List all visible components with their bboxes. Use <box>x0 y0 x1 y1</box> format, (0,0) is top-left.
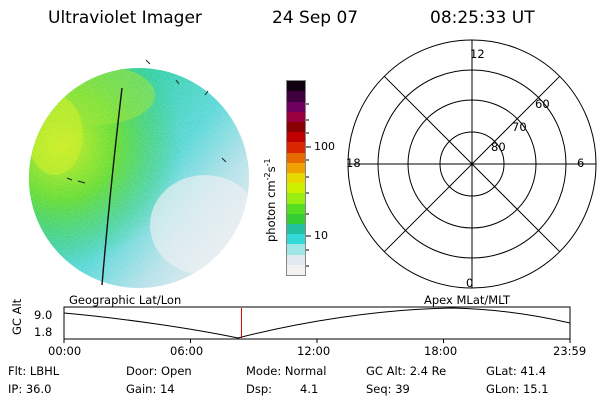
info-glat: GLat: 41.4 <box>486 364 547 378</box>
meridian-line <box>101 87 123 286</box>
timeline-xtick-4: 23:59 <box>553 344 587 358</box>
colorbar-tick-100: 100 <box>314 140 335 153</box>
timeline-y-bottom: 1.8 <box>34 325 53 339</box>
colorbar-tick-10: 10 <box>314 229 328 242</box>
colorbar-segment <box>287 81 305 92</box>
timeline-xtick-2: 12:00 <box>297 344 331 358</box>
colorbar-segment <box>287 234 305 245</box>
info-ip: IP: 36.0 <box>8 382 52 396</box>
colorbar-segment <box>287 264 305 275</box>
colorbar-segment <box>287 132 305 143</box>
info-dsp-label: Dsp: <box>246 382 273 396</box>
info-seq: Seq: 39 <box>366 382 410 396</box>
timeline-left-title: Geographic Lat/Lon <box>69 293 182 307</box>
colorbar-segment <box>287 121 305 133</box>
colorbar-segment <box>287 213 305 224</box>
app-title: Ultraviolet Imager <box>48 8 202 28</box>
colorbar-segment <box>287 254 305 265</box>
lat-label-60: 60 <box>535 97 550 111</box>
timeline-frame <box>63 306 571 340</box>
altitude-curve <box>63 307 571 339</box>
colorbar-segment <box>287 223 305 235</box>
time-label: 08:25:33 UT <box>430 8 535 28</box>
timeline-xtick-0: 00:00 <box>48 344 82 358</box>
info-gcalt: GC Alt: 2.4 Re <box>366 364 447 378</box>
info-mode: Mode: Normal <box>246 364 327 378</box>
mlt-label-0: 0 <box>466 276 474 290</box>
colorbar-segment <box>287 172 305 184</box>
colorbar-segment <box>287 111 305 122</box>
info-gain: Gain: 14 <box>126 382 175 396</box>
date-label: 24 Sep 07 <box>272 8 359 28</box>
color-bar <box>286 80 306 276</box>
info-dsp-value: 4.1 <box>300 382 319 396</box>
lat-label-80: 80 <box>491 140 506 154</box>
colorbar-segment <box>287 91 305 102</box>
timeline-right-title: Apex MLat/MLT <box>424 293 511 307</box>
colorbar-segment <box>287 152 305 163</box>
colorbar-segment <box>287 193 305 204</box>
mlt-label-18: 18 <box>346 156 361 170</box>
colorbar-segment <box>287 244 305 255</box>
colorbar-segment <box>287 162 305 173</box>
colorbar-segment <box>287 203 305 214</box>
timeline-xtick-3: 18:00 <box>424 344 458 358</box>
mlt-label-6: 6 <box>577 156 585 170</box>
colorbar-segment <box>287 101 305 112</box>
lat-label-70: 70 <box>512 120 527 134</box>
timeline-y-top: 9.0 <box>34 308 53 322</box>
mlt-label-12: 12 <box>470 47 485 61</box>
timeline-xtick-1: 06:00 <box>170 344 204 358</box>
colorbar-segment <box>287 183 305 194</box>
colorbar-segment <box>287 142 305 153</box>
info-door: Door: Open <box>126 364 192 378</box>
info-glon: GLon: 15.1 <box>486 382 549 396</box>
info-flt: Flt: LBHL <box>8 364 60 378</box>
